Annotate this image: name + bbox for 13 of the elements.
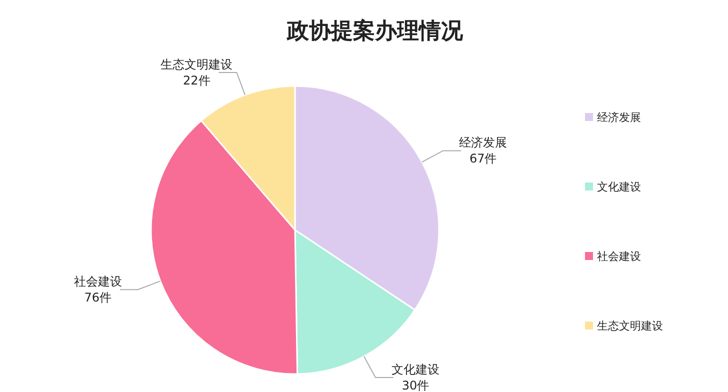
slice-label: 生态文明建设 (160, 57, 233, 72)
legend-label: 社会建设 (597, 250, 641, 263)
data-label: 76件 (84, 290, 112, 305)
chart-title: 政协提案办理情况 (286, 18, 464, 44)
legend-label: 生态文明建设 (597, 320, 663, 332)
slice-label: 社会建设 (74, 274, 122, 289)
legend-label: 经济发展 (597, 111, 641, 124)
legend-label: 文化建设 (597, 180, 641, 194)
data-label: 67件 (469, 152, 497, 166)
data-label: 22件 (183, 73, 210, 88)
slice-label: 文化建设 (391, 362, 440, 376)
slice-label: 经济发展 (459, 136, 508, 150)
data-label: 30件 (402, 378, 430, 392)
